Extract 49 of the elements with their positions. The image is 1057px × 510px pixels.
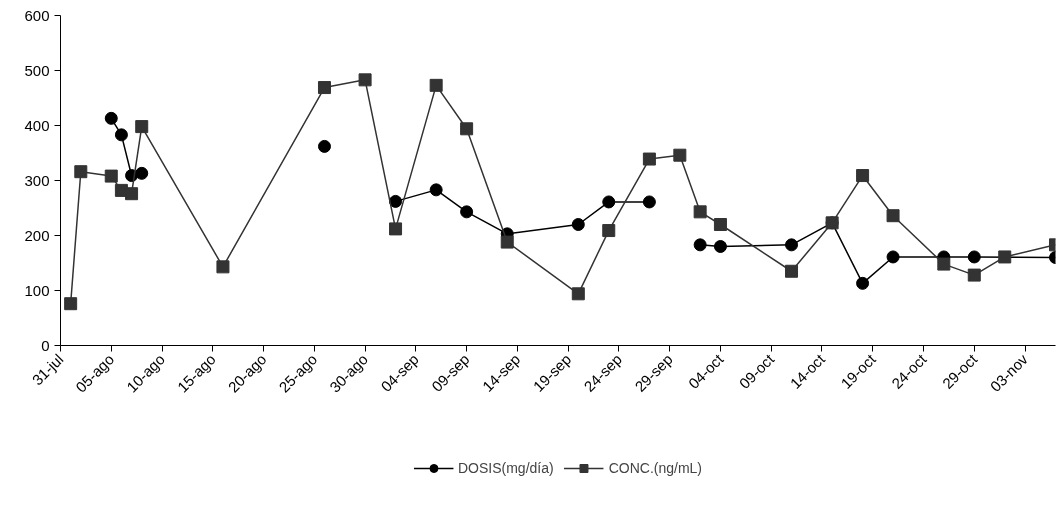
y-tick-label: 600 xyxy=(24,6,50,24)
point xyxy=(693,205,707,219)
point xyxy=(642,152,656,166)
point xyxy=(967,268,981,282)
point xyxy=(114,128,128,142)
legend-label: DOSIS(mg/día) xyxy=(457,459,554,476)
point xyxy=(713,240,727,253)
point xyxy=(317,139,331,153)
point xyxy=(998,250,1012,264)
point xyxy=(460,205,474,219)
y-tick-label: 300 xyxy=(24,171,50,189)
y-tick-label: 500 xyxy=(24,61,50,79)
point xyxy=(642,195,656,209)
point xyxy=(104,169,118,183)
point xyxy=(358,73,372,87)
point xyxy=(693,238,707,252)
point xyxy=(64,297,78,311)
point xyxy=(429,183,443,197)
point xyxy=(886,250,900,264)
y-tick-label: 400 xyxy=(24,116,50,134)
point xyxy=(785,238,799,252)
point xyxy=(429,78,443,92)
y-tick-label: 100 xyxy=(24,281,50,299)
point xyxy=(856,169,870,183)
legend-label: CONC.(ng/mL) xyxy=(608,459,703,476)
point xyxy=(571,287,585,301)
point xyxy=(967,250,981,264)
point xyxy=(673,148,687,162)
point xyxy=(602,195,616,209)
y-tick-label: 200 xyxy=(24,226,50,244)
point xyxy=(135,166,149,180)
point xyxy=(937,257,951,271)
point xyxy=(74,165,88,179)
point xyxy=(317,81,331,95)
point xyxy=(104,111,118,125)
point xyxy=(886,209,900,223)
point xyxy=(571,218,585,231)
point xyxy=(602,224,616,238)
y-tick-label: 0 xyxy=(41,336,50,354)
point xyxy=(389,194,403,208)
point xyxy=(500,235,514,249)
point xyxy=(389,222,403,236)
point xyxy=(713,218,727,231)
point xyxy=(135,120,149,134)
point xyxy=(216,260,230,274)
point xyxy=(460,122,474,136)
point xyxy=(125,187,139,201)
point xyxy=(856,276,870,290)
point xyxy=(785,264,799,278)
